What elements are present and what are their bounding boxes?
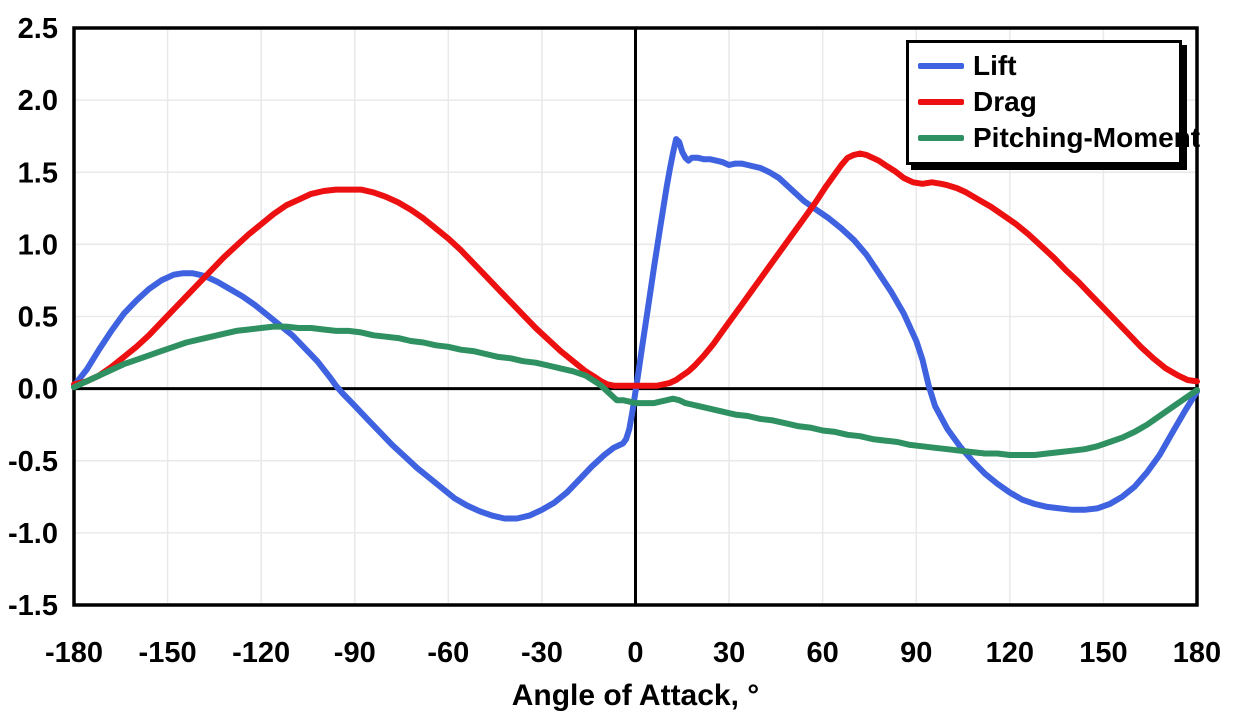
lift-line-swatch bbox=[918, 63, 964, 69]
legend-item-pitching-moment: Pitching-Moment bbox=[909, 120, 1200, 156]
x-tick-label: -90 bbox=[334, 637, 376, 669]
y-tick-label: 2.0 bbox=[18, 85, 58, 117]
plot-border bbox=[72, 26, 1199, 607]
legend-item-drag: Drag bbox=[909, 84, 1179, 120]
y-tick-label: -1.5 bbox=[8, 590, 58, 622]
x-axis-title: Angle of Attack, ° bbox=[511, 679, 760, 712]
x-tick-label: 90 bbox=[900, 637, 932, 669]
x-tick-label: 180 bbox=[1173, 637, 1221, 669]
legend-label-lift: Lift bbox=[973, 50, 1017, 81]
legend-item-lift: Lift bbox=[909, 48, 1179, 84]
x-tick-label: -150 bbox=[139, 637, 197, 669]
series-line-pitching-moment bbox=[71, 323, 1200, 458]
x-tick-label: 0 bbox=[627, 637, 643, 669]
x-tick-label: 120 bbox=[986, 637, 1034, 669]
x-tick-label: -30 bbox=[521, 637, 563, 669]
y-tick-label: 0.5 bbox=[18, 302, 58, 334]
y-tick-label: 2.5 bbox=[18, 13, 58, 45]
legend-label-drag: Drag bbox=[973, 86, 1037, 117]
y-tick-label: 1.0 bbox=[18, 229, 58, 261]
drag-line-swatch bbox=[918, 99, 964, 105]
x-tick-label: 150 bbox=[1079, 637, 1127, 669]
y-tick-label: -1.0 bbox=[8, 518, 58, 550]
legend: Lift Drag Pitching-Moment bbox=[906, 40, 1200, 165]
x-tick-label: -180 bbox=[45, 637, 103, 669]
x-tick-label: 30 bbox=[713, 637, 745, 669]
series-line-drag bbox=[71, 150, 1200, 389]
legend-label-pitching-moment: Pitching-Moment bbox=[973, 122, 1201, 153]
y-tick-label: -0.5 bbox=[8, 446, 58, 478]
y-tick-label: 1.5 bbox=[18, 157, 58, 189]
pitching-moment-line-swatch bbox=[918, 135, 964, 141]
x-tick-label: 60 bbox=[807, 637, 839, 669]
y-tick-label: 0.0 bbox=[18, 374, 58, 406]
x-tick-label: -120 bbox=[232, 637, 290, 669]
x-tick-label: -60 bbox=[427, 637, 469, 669]
